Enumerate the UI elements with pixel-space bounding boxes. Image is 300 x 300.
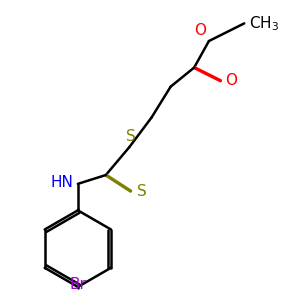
Text: O: O: [194, 23, 206, 38]
Text: O: O: [225, 73, 237, 88]
Text: Br: Br: [69, 277, 86, 292]
Text: CH$_3$: CH$_3$: [249, 14, 279, 33]
Text: HN: HN: [51, 175, 74, 190]
Text: S: S: [137, 184, 146, 199]
Text: S: S: [126, 129, 136, 144]
